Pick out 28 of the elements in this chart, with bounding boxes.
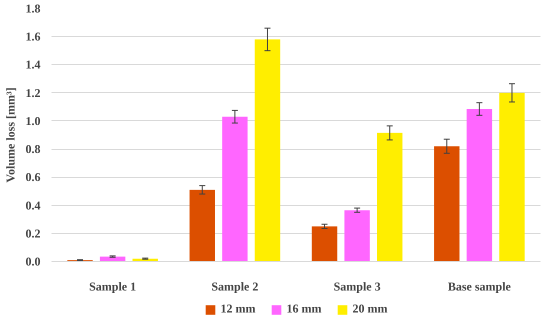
bar bbox=[222, 116, 248, 262]
y-tick-label: 1.0 bbox=[26, 114, 40, 128]
legend-label: 16 mm bbox=[286, 302, 322, 316]
bar bbox=[312, 226, 338, 262]
bar bbox=[344, 210, 370, 262]
bar bbox=[466, 108, 492, 262]
y-tick-label: 0.6 bbox=[26, 170, 40, 184]
x-tick-label: Base sample bbox=[448, 280, 512, 294]
bar bbox=[100, 256, 126, 262]
bar bbox=[499, 92, 525, 262]
y-tick-label: 0.0 bbox=[26, 254, 40, 268]
y-axis-title: Volume loss [mm³] bbox=[4, 87, 18, 183]
legend-label: 20 mm bbox=[352, 302, 388, 316]
y-tick-label: 0.4 bbox=[26, 198, 40, 212]
x-tick-label: Sample 3 bbox=[334, 280, 381, 294]
x-tick-label: Sample 2 bbox=[211, 280, 258, 294]
y-tick-label: 1.8 bbox=[26, 2, 40, 16]
y-tick-label: 1.4 bbox=[26, 58, 40, 72]
y-tick-label: 0.2 bbox=[26, 226, 40, 240]
y-tick-label: 1.6 bbox=[26, 30, 40, 44]
bar bbox=[377, 132, 402, 262]
bar bbox=[190, 190, 215, 262]
y-tick-label: 1.2 bbox=[26, 86, 40, 100]
bar bbox=[254, 39, 280, 262]
y-tick-label: 0.8 bbox=[26, 142, 40, 156]
bar bbox=[434, 146, 460, 262]
legend-label: 12 mm bbox=[220, 302, 256, 316]
x-tick-label: Sample 1 bbox=[89, 280, 136, 294]
